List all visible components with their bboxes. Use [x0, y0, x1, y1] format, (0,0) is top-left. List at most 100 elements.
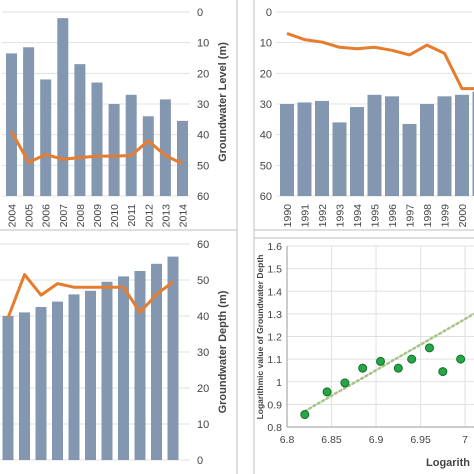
bar: [297, 102, 312, 196]
x-tick-label: 1990: [282, 204, 294, 228]
x-tick-label: 1997: [405, 204, 417, 228]
bar: [437, 96, 452, 196]
y-tick-label: 0: [197, 455, 203, 467]
bar: [151, 263, 162, 460]
x-tick-label: 7: [462, 434, 468, 446]
bar: [280, 104, 294, 196]
x-tick-label: 2006: [41, 204, 53, 228]
scatter-point: [407, 354, 417, 364]
x-tick-label: 1993: [335, 204, 347, 228]
y-tick-label: 60: [197, 191, 209, 203]
bar: [367, 94, 382, 196]
x-tick-label: 2007: [58, 204, 70, 228]
y-tick-label: 1.4: [267, 286, 282, 298]
bar: [101, 281, 113, 460]
bar: [134, 271, 146, 460]
x-tick-label: 6.9: [369, 434, 384, 446]
panel-bottom-left-chart: 0 10 20 30 40 50 60 Groundwater Depth (m): [0, 239, 229, 467]
y-tick-label: 1.6: [267, 241, 282, 253]
y-tick-label: 1.5: [267, 264, 282, 276]
y-axis-title: Logarithmic value of Groundwater Depth: [255, 255, 265, 420]
x-tick-label: 1995: [370, 204, 382, 228]
bar: [85, 290, 96, 460]
scatter-point: [424, 343, 434, 353]
bar: [23, 47, 35, 197]
y-tick-label: 0: [197, 7, 203, 19]
y-tick-label: 30: [260, 99, 272, 111]
y-tick-label: 50: [197, 275, 209, 287]
scatter-point: [393, 363, 403, 373]
scatter-point: [438, 367, 448, 377]
x-tick-label: 2005: [24, 204, 36, 228]
y-tick-label: 30: [197, 99, 209, 111]
y-tick-label: 40: [197, 130, 209, 142]
x-tick-label: 1996: [387, 204, 399, 228]
scatter-point: [376, 356, 385, 366]
scatter-point: [340, 378, 350, 388]
scatter-point: [300, 410, 310, 420]
y-tick-label: 1.2: [267, 332, 282, 344]
y-tick-label: 1.1: [267, 354, 282, 366]
y-tick-label: 50: [197, 160, 209, 172]
x-tick-label: 2009: [92, 204, 104, 228]
bar: [108, 104, 120, 196]
bar: [315, 100, 329, 196]
bar: [402, 123, 417, 196]
bar: [118, 276, 129, 460]
y-tick-label: 10: [260, 38, 272, 50]
y-tick-label: 1.3: [267, 309, 282, 321]
bar: [91, 82, 103, 196]
line-series: [6, 273, 174, 319]
panel-bottom-right-chart: 0.8 0.9 1 1.1 1.2 1.3 1.4 1.5 1.6 6.8 6.85 6.9 6.95 7…: [255, 241, 474, 469]
y-tick-label: 60: [197, 239, 209, 251]
x-tick-label: 2010: [109, 204, 121, 228]
y-axis-title: Groundwater Depth (m): [217, 290, 229, 413]
bar: [472, 91, 474, 196]
x-tick-label: 2004: [7, 204, 19, 228]
x-tick-label: 2008: [75, 204, 87, 228]
bar: [35, 307, 47, 460]
bar: [2, 316, 14, 460]
x-tick-label: 1991: [300, 204, 312, 228]
bar: [125, 94, 137, 196]
line-series: [286, 32, 474, 91]
y-tick-label: 20: [197, 68, 209, 80]
x-axis-title: Logarith: [426, 457, 470, 469]
x-tick-label: 1999: [440, 204, 452, 228]
bar: [40, 79, 52, 196]
y-tick-label: 0.9: [267, 399, 282, 411]
x-tick-label: 2012: [143, 204, 155, 228]
bar: [159, 99, 171, 196]
panel-top-left-chart: 0 10 20 30 40 50 60 2004 2005 2006 2007 2008 2009 201…: [2, 7, 229, 227]
x-tick-label: 2014: [178, 204, 190, 228]
y-tick-label: 40: [260, 130, 272, 142]
y-axis-title: Groundwater Level (m): [217, 42, 229, 162]
bar: [420, 104, 434, 196]
bar: [350, 107, 364, 196]
trendline: [303, 312, 474, 413]
y-tick-label: 30: [197, 347, 209, 359]
x-tick-label: 2011: [126, 204, 138, 227]
y-tick-label: 10: [197, 38, 209, 50]
bar: [57, 18, 69, 197]
scatter-point: [358, 363, 368, 373]
bar: [74, 64, 86, 196]
bar: [52, 301, 63, 460]
x-tick-label: 1994: [352, 204, 364, 228]
line-series: [10, 130, 184, 166]
x-tick-label: 6.85: [321, 434, 342, 446]
y-tick-label: 20: [260, 68, 272, 80]
y-tick-label: 0: [266, 7, 272, 19]
x-tick-label: 6.8: [280, 434, 295, 446]
panel-top-right-chart: 0 10 20 30 40 50 60 1990 1991 1992 1993 1994 1995 199…: [260, 7, 474, 227]
x-tick-label: 6.95: [410, 434, 431, 446]
scatter-point: [456, 354, 466, 364]
bar: [68, 294, 80, 460]
bar: [6, 53, 17, 197]
y-tick-label: 60: [260, 191, 272, 203]
y-tick-label: 10: [197, 419, 209, 431]
y-tick-label: 20: [197, 383, 209, 395]
scatter-point: [322, 387, 332, 397]
x-tick-label: 1998: [422, 204, 434, 228]
